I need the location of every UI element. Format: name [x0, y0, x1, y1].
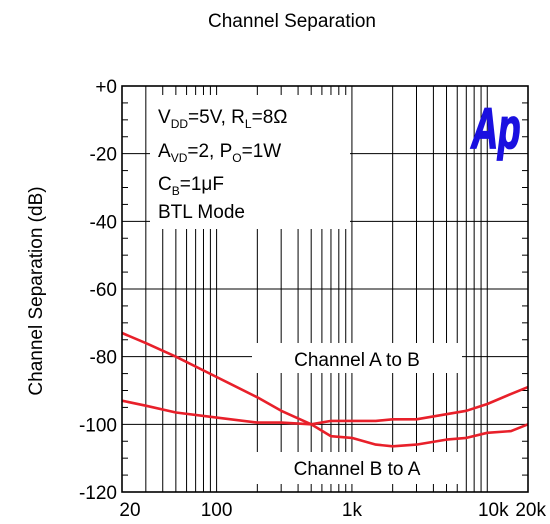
avd-symbol: A [158, 141, 171, 162]
avd-value: =2, P [187, 141, 232, 162]
x-tick-label: 10k [478, 500, 509, 521]
series-line-a-to-b [121, 331, 529, 448]
x-tick-label: 1k [342, 500, 363, 521]
x-tick-labels: 20 100 1k 10k 20k [119, 500, 546, 521]
condition-cb: CB=1μF [158, 174, 224, 198]
y-tick-label: -20 [90, 145, 117, 166]
y-tick-labels: +0 -20 -40 -60 -80 -100 -120 [79, 77, 117, 504]
plot-area: +0-20-40-60-80-100-120 20 100 1k 10k 20k VDD… [79, 77, 547, 521]
chart-title: Channel Separation [208, 11, 376, 32]
conditions-background [150, 95, 350, 229]
ap-logo: Ap [470, 96, 521, 162]
rl-value: =8Ω [252, 107, 288, 128]
vdd-value: =5V, R [188, 107, 245, 128]
po-value: =1W [242, 141, 282, 162]
annotation-a-to-b-background [252, 343, 462, 373]
vdd-subscript: DD [171, 117, 189, 131]
y-axis-label: Channel Separation (dB) [26, 186, 47, 395]
cb-value: =1μF [180, 174, 224, 195]
x-tick-label: 100 [201, 500, 233, 521]
conditions-box: VDD=5V, RL=8Ω AVD=2, PO=1W CB=1μF BTL Mo… [150, 95, 350, 229]
po-subscript: O [232, 151, 241, 165]
cb-subscript: B [172, 184, 180, 198]
y-tick-label: -60 [90, 280, 117, 301]
x-tick-label: 20k [515, 500, 546, 521]
annotation-channel-a-to-b: Channel A to B [294, 350, 420, 371]
y-tick-label: -120 [79, 483, 117, 504]
y-tick-label: -100 [79, 415, 117, 436]
condition-mode: BTL Mode [158, 202, 245, 223]
series-annotations: Channel A to B Channel B to A [252, 343, 462, 484]
cb-symbol: C [158, 174, 172, 195]
annotation-b-to-a-background [252, 452, 462, 484]
series-lines [121, 331, 529, 448]
y-tick-label: +0 [95, 77, 117, 98]
ap-logo-text: Ap [471, 97, 521, 161]
condition-avd-po: AVD=2, PO=1W [158, 141, 281, 165]
vdd-symbol: V [158, 107, 171, 128]
series-line-b-to-a [121, 385, 529, 426]
x-tick-label: 20 [119, 500, 140, 521]
condition-vdd-rl: VDD=5V, RL=8Ω [158, 107, 287, 131]
plot-frame [121, 85, 529, 493]
y-tick-label: -80 [90, 348, 117, 369]
avd-subscript: VD [171, 151, 188, 165]
rl-subscript: L [245, 117, 252, 131]
annotation-channel-b-to-a: Channel B to A [294, 459, 421, 480]
y-tick-label: -40 [90, 212, 117, 233]
